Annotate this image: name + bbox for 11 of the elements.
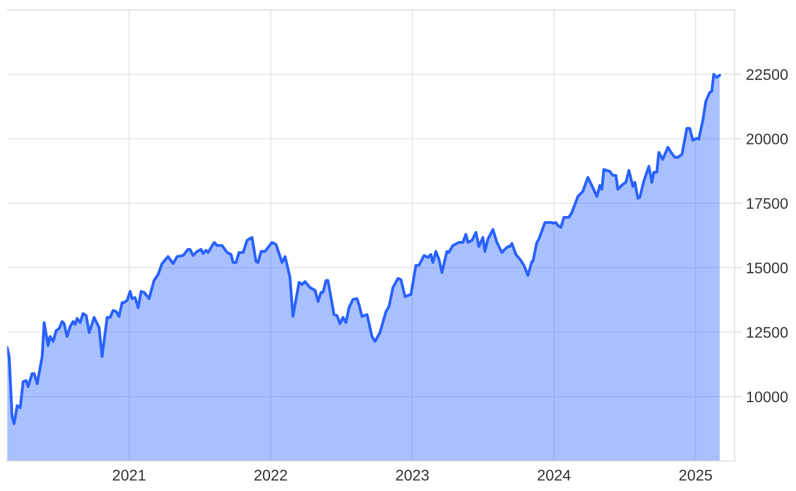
y-tick-label: 15000 bbox=[746, 262, 788, 274]
y-tick-label: 12500 bbox=[746, 326, 788, 338]
y-tick-label: 22500 bbox=[746, 69, 788, 80]
x-tick-label: 2024 bbox=[538, 470, 571, 481]
x-tick-label: 2025 bbox=[679, 470, 712, 481]
y-tick-label: 17500 bbox=[746, 198, 788, 209]
y-tick-label: 10000 bbox=[746, 391, 788, 402]
x-tick-label: 2022 bbox=[254, 470, 287, 481]
x-tick-label: 2021 bbox=[112, 470, 146, 481]
y-tick-label: 20000 bbox=[746, 134, 788, 144]
x-tick-label: 2023 bbox=[396, 470, 429, 481]
